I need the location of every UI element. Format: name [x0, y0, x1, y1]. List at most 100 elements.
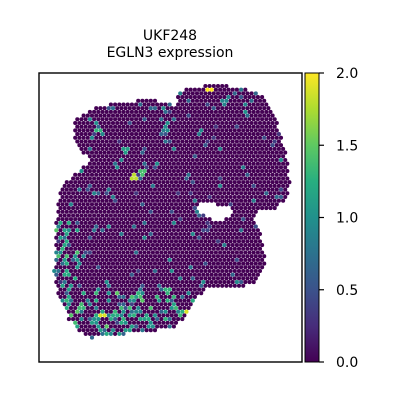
- spot: [163, 213, 168, 218]
- spot: [77, 328, 82, 333]
- spot: [243, 95, 248, 100]
- spot: [220, 239, 225, 244]
- spot: [171, 139, 176, 144]
- spot: [127, 276, 132, 281]
- spot: [285, 183, 290, 188]
- spot: [182, 106, 187, 111]
- spot: [163, 324, 168, 329]
- spot: [268, 183, 273, 188]
- spot: [85, 224, 90, 229]
- spot: [169, 283, 174, 288]
- spot: [266, 150, 271, 155]
- spot: [123, 165, 128, 170]
- spot: [171, 265, 176, 270]
- spot: [87, 250, 92, 255]
- spot: [155, 124, 160, 129]
- spot: [220, 261, 225, 266]
- spot: [266, 120, 271, 126]
- spot: [96, 243, 101, 248]
- spot: [71, 317, 76, 322]
- spot: [199, 224, 204, 229]
- spot: [92, 139, 97, 144]
- spot: [220, 187, 225, 192]
- spot: [234, 206, 239, 211]
- spot: [96, 302, 101, 307]
- spot: [73, 231, 78, 237]
- spot: [54, 257, 59, 262]
- spot: [58, 287, 63, 292]
- spot: [94, 187, 99, 192]
- spot: [144, 291, 149, 296]
- spot: [190, 128, 195, 133]
- spot: [106, 254, 111, 259]
- spot: [213, 109, 218, 114]
- spot: [180, 287, 185, 292]
- spot: [163, 169, 168, 174]
- spot: [96, 309, 101, 314]
- spot: [148, 202, 153, 207]
- spot: [220, 135, 225, 140]
- spot: [119, 320, 124, 325]
- spot: [245, 180, 250, 185]
- spot: [77, 128, 82, 133]
- spot: [87, 139, 92, 144]
- spot: [285, 169, 290, 174]
- spot: [211, 113, 216, 118]
- spot: [87, 317, 92, 322]
- spot: [199, 187, 204, 192]
- spot: [192, 169, 197, 174]
- spot: [224, 224, 229, 229]
- spot: [171, 206, 176, 211]
- spot: [81, 320, 86, 325]
- spot: [192, 154, 197, 159]
- spot: [163, 302, 168, 307]
- spot: [197, 191, 202, 196]
- spot: [108, 272, 113, 277]
- spot: [186, 291, 191, 296]
- spot: [188, 183, 193, 188]
- spot: [152, 143, 158, 148]
- spot: [152, 202, 158, 207]
- spot: [243, 146, 248, 151]
- spot: [278, 143, 284, 148]
- spot: [83, 287, 88, 292]
- spot: [127, 209, 132, 214]
- spot: [77, 194, 82, 200]
- spot: [100, 220, 105, 225]
- spot: [222, 280, 227, 285]
- spot: [119, 254, 124, 259]
- spot: [138, 265, 143, 270]
- spot: [255, 161, 260, 166]
- spot: [205, 102, 210, 107]
- spot: [119, 180, 124, 185]
- spot: [150, 176, 155, 181]
- spot: [77, 268, 82, 274]
- spot: [81, 246, 86, 251]
- spot: [73, 254, 78, 259]
- spot: [58, 265, 63, 270]
- spot: [251, 257, 256, 262]
- spot: [182, 239, 187, 244]
- spot: [169, 143, 174, 148]
- spot: [123, 328, 128, 333]
- spot: [243, 87, 248, 92]
- spot: [264, 176, 269, 181]
- spot: [159, 117, 164, 122]
- spot: [89, 128, 95, 133]
- spot: [94, 276, 99, 281]
- spot: [138, 183, 143, 188]
- spot: [245, 209, 250, 214]
- spot: [125, 183, 130, 188]
- spot: [188, 191, 193, 196]
- spot: [167, 220, 172, 225]
- spot: [201, 198, 206, 203]
- spot: [96, 228, 101, 233]
- spot: [94, 150, 99, 155]
- spot: [239, 280, 244, 285]
- spot: [127, 187, 132, 192]
- spot: [213, 272, 218, 277]
- spot: [140, 128, 145, 133]
- spot: [201, 102, 206, 107]
- spot: [140, 328, 145, 333]
- spot: [108, 146, 113, 151]
